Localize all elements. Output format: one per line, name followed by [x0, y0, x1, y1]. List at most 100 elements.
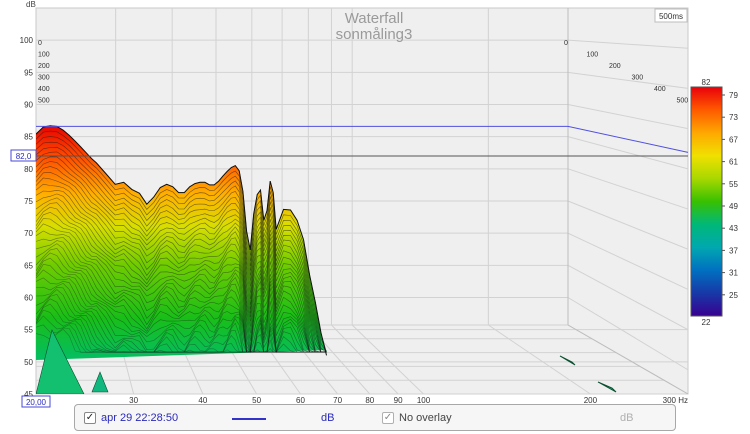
chart-subtitle: sonmåling3 — [336, 26, 413, 43]
x-tick-label: 90 — [394, 396, 403, 405]
surface-contour — [36, 223, 327, 353]
colorbar-min-label: 22 — [702, 318, 711, 327]
depth-tick-right: 500 — [677, 98, 689, 105]
waterfall-surface — [36, 125, 617, 394]
depth-tick-left: 100 — [38, 52, 50, 59]
depth-tick-left: 200 — [38, 63, 50, 70]
overlay-checkbox[interactable]: ✓ — [382, 412, 394, 424]
surface-contour — [36, 269, 327, 353]
gridline-side — [567, 71, 689, 89]
x-tick-label: 40 — [198, 396, 207, 405]
gridline-floor — [351, 324, 424, 395]
surface-contour — [36, 252, 327, 354]
measurement-date: apr 29 22:28:50 — [101, 412, 179, 424]
y-tick-label: 75 — [24, 197, 33, 206]
surface-contour — [36, 141, 327, 353]
depth-tick-right: 400 — [654, 86, 666, 93]
x-tick-label: 80 — [365, 396, 374, 405]
surface-contour — [36, 289, 327, 353]
surface-contour — [36, 324, 327, 353]
colorbar-max-label: 82 — [702, 78, 711, 87]
depth-tick-left: 0 — [38, 40, 42, 47]
y-tick-label: 95 — [24, 68, 33, 77]
gridline-floor — [488, 324, 591, 395]
surface-contour — [36, 263, 327, 353]
y-cursor-readout-box[interactable] — [10, 149, 37, 162]
gridline-side — [567, 232, 689, 290]
gridline-side — [567, 104, 689, 130]
depth-tick-left: 300 — [38, 75, 50, 82]
y-tick-label: 45 — [24, 390, 33, 399]
floor-edge — [567, 324, 689, 395]
surface-contour — [36, 309, 327, 353]
legend-bar: ✓ apr 29 22:28:50 dB ✓ No overlay dB — [74, 404, 676, 431]
surface-contour — [36, 156, 327, 353]
depth-tick-right: 100 — [587, 52, 599, 59]
series-line-swatch — [232, 418, 266, 420]
series-label: dB — [321, 412, 335, 424]
surface-contour — [36, 243, 327, 353]
colorbar-tick-label: 37 — [729, 246, 738, 255]
gridline-side — [567, 297, 689, 371]
surface-contour — [36, 315, 327, 353]
measurement-checkbox[interactable]: ✓ — [84, 412, 96, 424]
colorbar-tick-label: 31 — [729, 269, 738, 278]
y-tick-label: 60 — [24, 294, 33, 303]
surface-contour — [36, 293, 327, 353]
y-tick-label: 80 — [24, 165, 33, 174]
overlay-value: dB — [620, 412, 634, 424]
gridline-side — [567, 264, 689, 331]
time-label: 500ms — [659, 12, 683, 21]
chart-title: Waterfall — [345, 10, 404, 27]
gridline-side — [567, 168, 689, 210]
x-tick-label: 50 — [252, 396, 261, 405]
y-cursor-readout: 82,0 — [16, 152, 32, 161]
y-tick-label: 70 — [24, 229, 33, 238]
surface-contour — [36, 230, 327, 353]
colorbar-tick-label: 25 — [729, 291, 738, 300]
surface-contour — [36, 161, 327, 353]
overlay-label: No overlay — [399, 412, 452, 424]
surface-contour — [36, 248, 327, 353]
surface-fragment — [597, 381, 617, 393]
cursor-line-blue — [36, 125, 689, 153]
cursor-lines — [36, 125, 689, 157]
x-tick-label: 100 — [417, 396, 431, 405]
y-axis-unit: dB — [26, 0, 36, 9]
colorbar-tick-label: 79 — [729, 91, 738, 100]
x-cursor-readout: 20,00 — [26, 398, 47, 407]
y-axis: 100 95 90 85 80 75 70 65 60 55 50 45 — [20, 36, 34, 399]
x-axis: 30 40 50 60 70 80 90 100 200 300 Hz — [129, 396, 688, 405]
colorbar-tick-label: 73 — [729, 113, 738, 122]
surface-contour — [36, 240, 327, 353]
surface-outline — [36, 125, 327, 356]
surface-contour — [36, 298, 327, 353]
surface-contour — [36, 303, 327, 353]
surface-contour — [36, 193, 327, 353]
surface-contour — [36, 177, 327, 353]
surface-contour — [36, 286, 327, 353]
x-cursor-readout-box[interactable] — [21, 395, 51, 408]
surface-fragment — [91, 371, 109, 393]
time-label-box — [654, 8, 688, 23]
surface-contour — [36, 136, 327, 353]
y-tick-label: 100 — [20, 36, 34, 45]
x-tick-label: 30 — [129, 396, 138, 405]
x-tick-label: 60 — [296, 396, 305, 405]
y-tick-label: 85 — [24, 133, 33, 142]
colorbar-tick-label: 49 — [729, 202, 738, 211]
surface-contour — [36, 189, 327, 353]
surface-contour — [36, 257, 327, 353]
depth-tick-left: 400 — [38, 86, 50, 93]
surface-contour — [36, 166, 327, 353]
depth-tick-right: 200 — [609, 63, 621, 70]
surface-contour — [36, 171, 327, 353]
gridline-floor — [331, 324, 399, 395]
depth-axis: 0 0 100 100 200 200 300 300 400 400 500 500 — [38, 40, 688, 105]
x-tick-label: 300 Hz — [663, 396, 688, 405]
surface-contour — [36, 277, 327, 353]
y-tick-label: 50 — [24, 358, 33, 367]
depth-tick-right: 300 — [632, 75, 644, 82]
surface-contour — [36, 151, 327, 353]
